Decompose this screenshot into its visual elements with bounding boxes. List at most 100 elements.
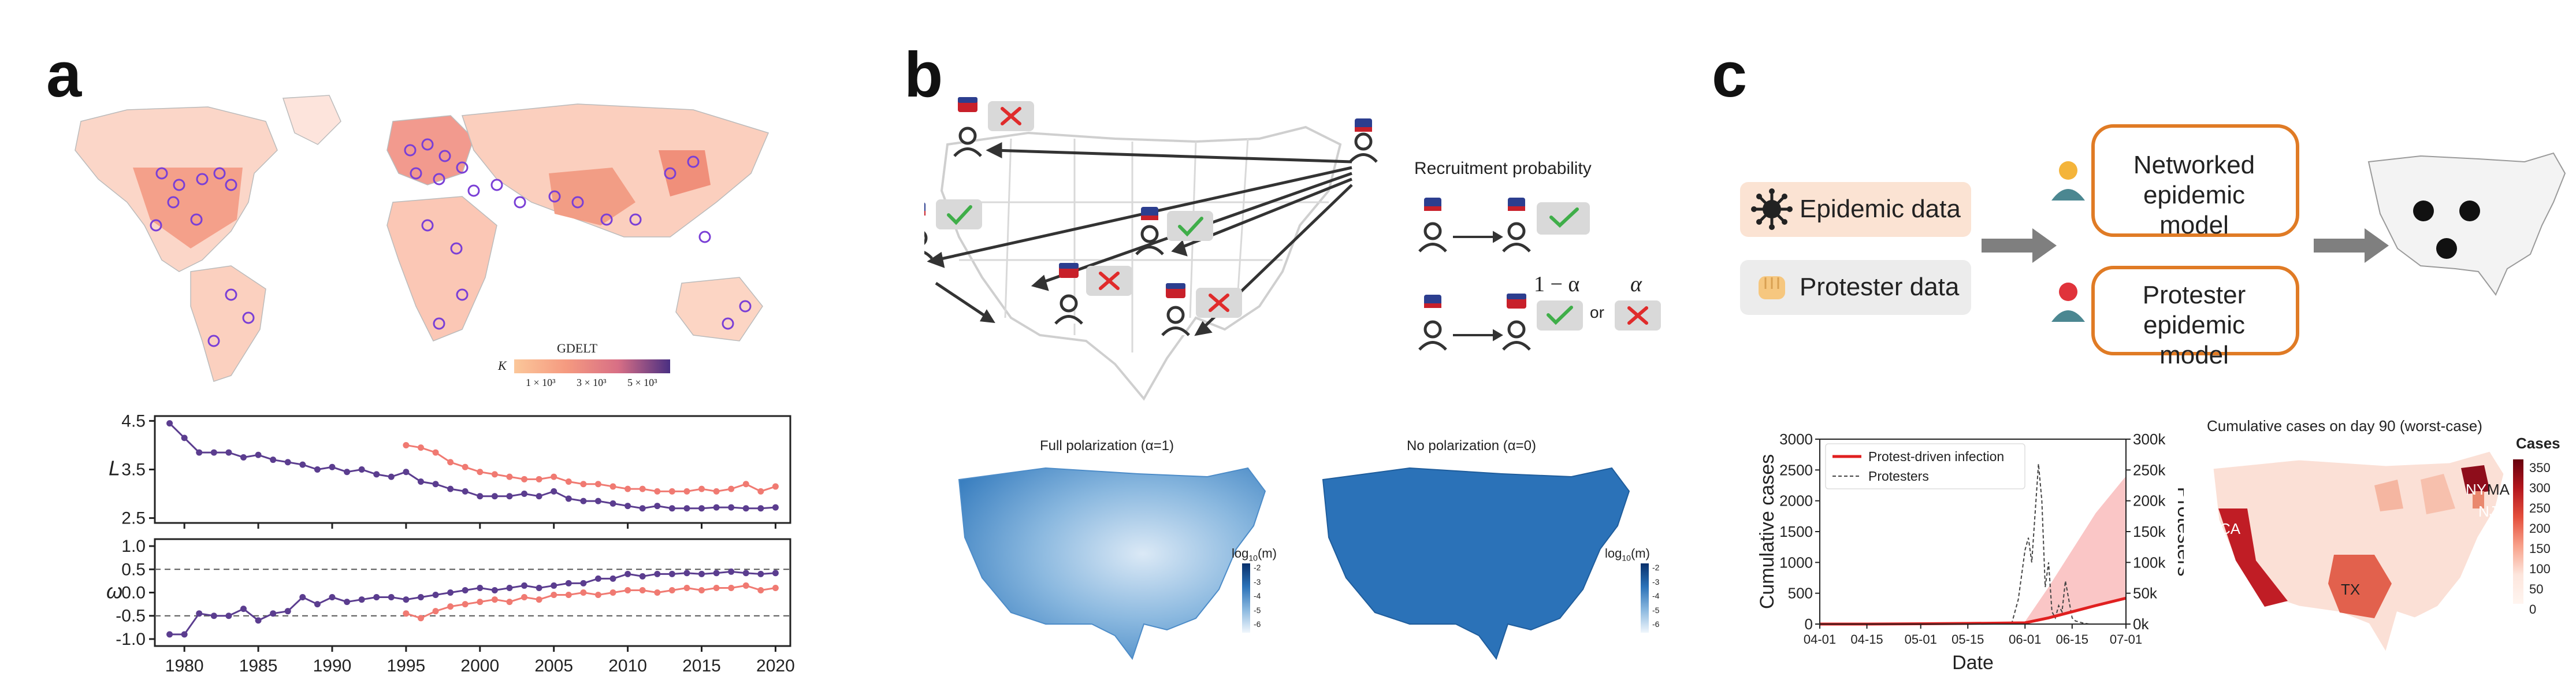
data-point xyxy=(698,587,705,593)
chart-omega: 1.0 0.5 0.0 -0.5 -1.0 1980 1985 1990 1995 2000 200… xyxy=(106,537,795,675)
data-point xyxy=(551,488,557,495)
data-point xyxy=(196,610,203,617)
us-network-map xyxy=(924,97,1378,401)
data-point xyxy=(580,498,587,504)
y-tick-label: 0.5 xyxy=(121,560,146,579)
data-point xyxy=(462,463,469,470)
data-point xyxy=(403,441,410,448)
legend-box xyxy=(1825,443,2025,489)
data-point xyxy=(713,488,720,495)
y-tick-label: 4.5 xyxy=(121,411,146,430)
series-line xyxy=(406,444,776,492)
gdelt-legend-symbol: K xyxy=(498,358,507,373)
panel-label-b: b xyxy=(904,39,943,110)
state-label-ca: CA xyxy=(2220,520,2241,537)
data-point xyxy=(772,584,779,591)
state-label-ma: MA xyxy=(2487,481,2510,498)
protester-model-box xyxy=(2091,266,2299,355)
data-point xyxy=(284,608,291,615)
data-point xyxy=(551,582,557,589)
networked-model-box xyxy=(2091,124,2299,237)
data-point xyxy=(551,473,557,480)
data-point xyxy=(565,478,572,485)
data-point xyxy=(668,587,675,593)
gdelt-tick-3: 5 × 10³ xyxy=(627,377,657,388)
cases-legend-title: Cases xyxy=(2516,435,2560,452)
data-point xyxy=(358,596,365,603)
data-point xyxy=(580,580,587,587)
recruitment-title: Recruitment probability xyxy=(1414,159,1592,178)
x-tick-label: 07-01 xyxy=(2110,632,2142,647)
cbar-left-tick: -4 xyxy=(1254,591,1261,600)
data-point xyxy=(609,575,616,582)
x-tick-label: 2000 xyxy=(460,656,499,675)
data-point xyxy=(477,469,484,476)
data-point xyxy=(240,454,247,461)
y-tick-label: 1.0 xyxy=(121,537,146,556)
data-point xyxy=(210,613,217,619)
data-point xyxy=(314,466,321,473)
legend-label-protesters: Protesters xyxy=(1868,469,1929,484)
series-line xyxy=(169,422,776,510)
data-point xyxy=(491,587,498,593)
state-label-ny: NY xyxy=(2466,481,2487,498)
data-point xyxy=(373,471,380,478)
gdelt-tick-1: 1 × 10³ xyxy=(526,377,556,388)
cbar-left-tick: -5 xyxy=(1254,605,1261,615)
data-point xyxy=(299,461,306,468)
data-point xyxy=(181,435,188,441)
colorbar-left-label: log10(m) xyxy=(1232,546,1277,562)
data-point xyxy=(698,570,705,577)
cbar-left-arg: (m) xyxy=(1257,546,1277,560)
data-point xyxy=(447,459,454,466)
data-point xyxy=(609,483,616,490)
data-point xyxy=(314,601,321,608)
x-tick-label: 2015 xyxy=(682,656,721,675)
data-point xyxy=(654,503,661,510)
data-point xyxy=(373,594,380,601)
data-point xyxy=(403,469,410,476)
data-point xyxy=(299,594,306,601)
x-tick-label: 1995 xyxy=(387,656,426,675)
data-point xyxy=(417,594,424,601)
raised-fist-icon xyxy=(1759,276,1785,299)
map-left-title: Full polarization (α=1) xyxy=(1040,438,1174,454)
networked-model-label: Networked epidemic model xyxy=(2133,151,2255,239)
choropleth-title: Cumulative cases on day 90 (worst-case) xyxy=(2207,417,2482,435)
person-angry-icon xyxy=(2051,283,2085,322)
y2-axis-label: Protesters xyxy=(2173,487,2184,577)
x-axis-label: Date xyxy=(1952,652,1994,674)
data-point xyxy=(506,584,513,591)
data-point xyxy=(462,587,469,593)
data-point xyxy=(536,476,542,482)
cbar-left-sub: 10 xyxy=(1248,553,1258,563)
y-tick-label: 2500 xyxy=(1779,461,1813,478)
data-point xyxy=(713,504,720,511)
data-point xyxy=(713,570,720,577)
data-point xyxy=(625,485,631,492)
cbar-right-tick: -3 xyxy=(1652,577,1660,587)
data-point xyxy=(683,570,690,577)
x-tick-label: 2005 xyxy=(534,656,573,675)
colorbar-left-ticks: -2 -3 -4 -5 -6 xyxy=(1254,560,1261,632)
colorbar-left xyxy=(1242,563,1250,633)
recruitment-diagram xyxy=(1418,198,1661,351)
data-point xyxy=(728,485,735,492)
x-tick-label: 1985 xyxy=(239,656,278,675)
data-point xyxy=(668,570,675,577)
arrow-right-icon-2 xyxy=(2314,228,2389,263)
cases-colorbar xyxy=(2513,459,2523,604)
y-tick-label: 3.5 xyxy=(121,461,146,480)
data-point xyxy=(270,610,277,617)
data-point xyxy=(625,587,631,593)
y-tick-label: 0.0 xyxy=(121,584,146,603)
data-point xyxy=(329,594,336,601)
data-point xyxy=(506,599,513,606)
world-map xyxy=(75,95,770,382)
cbar-right-tick: -4 xyxy=(1652,591,1660,600)
data-point xyxy=(698,505,705,512)
data-point xyxy=(506,493,513,500)
y2-tick-label: 150k xyxy=(2133,523,2166,540)
data-point xyxy=(417,615,424,622)
map-full-polarization xyxy=(958,467,1266,660)
